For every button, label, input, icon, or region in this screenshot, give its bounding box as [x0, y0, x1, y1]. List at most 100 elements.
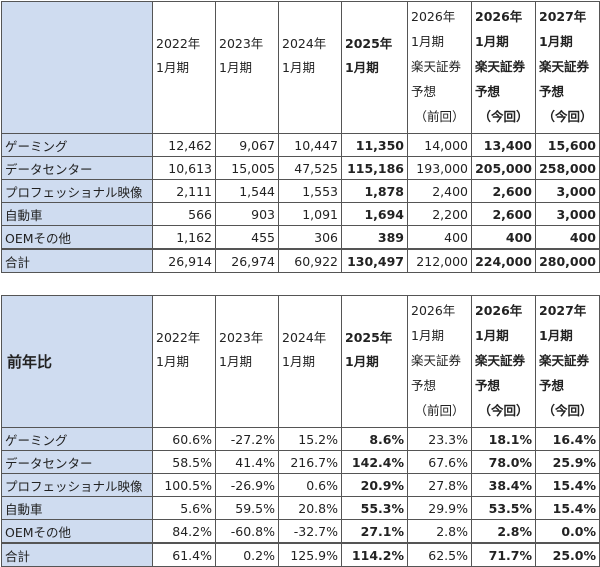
header-line: 2023年 [219, 330, 264, 345]
table2-column-header: 2023年 1月期 [215, 295, 279, 428]
header-line: （今回） [542, 403, 593, 418]
section-spacer [1, 272, 600, 296]
spacer-cell [1, 272, 153, 296]
table-cell: 53.5% [471, 496, 536, 520]
table-cell: 18.1% [471, 427, 536, 451]
table-cell: 258,000 [535, 156, 600, 180]
table1-header-row: 2022年 1月期 2023年 1月期 2024年 1月期 2025年 1月期 2026年 1月期… [1, 1, 600, 134]
table-cell: 2,111 [152, 179, 216, 203]
table-cell: 115,186 [341, 156, 408, 180]
total-cell: 25.0% [535, 542, 600, 567]
table1-column-header: 2022年 1月期 [152, 1, 216, 134]
table-cell: 1,878 [341, 179, 408, 203]
table-cell: 400 [471, 225, 536, 250]
header-line: 1月期 [411, 328, 444, 343]
row-label: データセンター [1, 156, 153, 180]
table2-column-header: 2026年 1月期 楽天証券 予想 （今回） [471, 295, 536, 428]
row-label: 自動車 [1, 202, 153, 226]
table-cell: 2,600 [471, 202, 536, 226]
table-cell: -32.7% [278, 519, 342, 544]
table2-row: 自動車 5.6% 59.5% 20.8% 55.3% 29.9% 53.5% 15.4% [1, 496, 600, 520]
table-cell: 20.9% [341, 473, 408, 497]
table-cell: 903 [215, 202, 279, 226]
table2-row: OEMその他 84.2% -60.8% -32.7% 27.1% 2.8% 2.8% 0.0% [1, 519, 600, 544]
header-line: 予想 [539, 378, 565, 393]
header-line: 2024年 [282, 330, 327, 345]
total-cell: 125.9% [278, 542, 342, 567]
spacer-cell [407, 272, 472, 296]
header-line: 1月期 [219, 354, 252, 369]
table-cell: 27.1% [341, 519, 408, 544]
table-cell: 306 [278, 225, 342, 250]
header-line: 楽天証券 [539, 59, 590, 74]
table-cell: 8.6% [341, 427, 408, 451]
total-label: 合計 [1, 542, 153, 567]
header-line: 1月期 [411, 34, 444, 49]
header-line: 1月期 [156, 354, 189, 369]
total-cell: 212,000 [407, 248, 472, 273]
table-cell: -27.2% [215, 427, 279, 451]
table-cell: 60.6% [152, 427, 216, 451]
row-label: OEMその他 [1, 519, 153, 544]
table-cell: 142.4% [341, 450, 408, 474]
header-line: 2022年 [156, 330, 201, 345]
table-cell: 10,613 [152, 156, 216, 180]
header-line: （今回） [478, 403, 529, 418]
table1-row: プロフェッショナル映像 2,111 1,544 1,553 1,878 2,400 2,60… [1, 179, 600, 203]
table-cell: 14,000 [407, 133, 472, 157]
table-cell: 216.7% [278, 450, 342, 474]
row-label: プロフェッショナル映像 [1, 179, 153, 203]
table2-column-header: 2026年 1月期 楽天証券 予想 （前回） [407, 295, 472, 428]
total-cell: 224,000 [471, 248, 536, 273]
table-cell: 1,162 [152, 225, 216, 250]
table2-column-header: 2027年 1月期 楽天証券 予想 （今回） [535, 295, 600, 428]
table-cell: 23.3% [407, 427, 472, 451]
table-cell: 55.3% [341, 496, 408, 520]
table-cell: 0.0% [535, 519, 600, 544]
table-cell: 2,600 [471, 179, 536, 203]
header-line: 予想 [539, 84, 565, 99]
table-cell: 455 [215, 225, 279, 250]
table-cell: 1,091 [278, 202, 342, 226]
header-line: （今回） [478, 109, 529, 124]
table-cell: 25.9% [535, 450, 600, 474]
table-cell: 400 [535, 225, 600, 250]
header-line: 楽天証券 [475, 59, 526, 74]
total-cell: 26,914 [152, 248, 216, 273]
total-cell: 61.4% [152, 542, 216, 567]
total-cell: 280,000 [535, 248, 600, 273]
table1-row: データセンター 10,613 15,005 47,525 115,186 193,000 2… [1, 156, 600, 180]
header-line: 1月期 [219, 60, 252, 75]
table-cell: 15,600 [535, 133, 600, 157]
total-label: 合計 [1, 248, 153, 273]
header-line: 2026年 [411, 303, 456, 318]
header-line: 2026年 [475, 9, 523, 24]
table2-total-row: 合計 61.4% 0.2% 125.9% 114.2% 62.5% 71.7% 25.0% [1, 542, 600, 567]
header-line: 1月期 [345, 60, 379, 75]
table-cell: 12,462 [152, 133, 216, 157]
table-cell: 2.8% [407, 519, 472, 544]
header-line: 1月期 [475, 328, 509, 343]
table-cell: 84.2% [152, 519, 216, 544]
table-cell: 67.6% [407, 450, 472, 474]
header-line: 2024年 [282, 36, 327, 51]
spacer-cell [535, 272, 600, 296]
header-line: 楽天証券 [539, 353, 590, 368]
table-cell: 1,544 [215, 179, 279, 203]
header-line: 2023年 [219, 36, 264, 51]
header-line: 1月期 [156, 60, 189, 75]
table-cell: 9,067 [215, 133, 279, 157]
header-line: 1月期 [345, 354, 379, 369]
table1-corner-label [1, 1, 153, 134]
header-line: （今回） [542, 109, 593, 124]
table-cell: 15.4% [535, 496, 600, 520]
table-cell: 16.4% [535, 427, 600, 451]
table1-column-header: 2026年 1月期 楽天証券 予想 （前回） [407, 1, 472, 134]
header-line: 2026年 [411, 9, 456, 24]
total-cell: 62.5% [407, 542, 472, 567]
spacer-cell [215, 272, 279, 296]
table-cell: 10,447 [278, 133, 342, 157]
table-cell: 15.2% [278, 427, 342, 451]
table-cell: 400 [407, 225, 472, 250]
